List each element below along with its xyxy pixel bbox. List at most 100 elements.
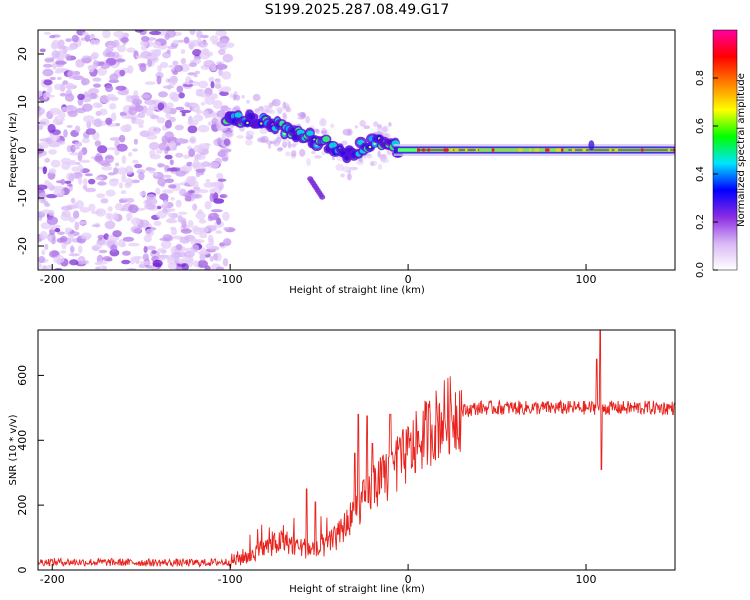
spectrogram-cell <box>160 61 169 69</box>
spectrogram-cell <box>164 131 175 141</box>
spectrogram-cell <box>465 148 468 152</box>
spectrogram-cell <box>197 40 208 48</box>
spectrogram-cell <box>44 58 54 63</box>
spectrogram-cell <box>90 53 98 60</box>
spectrogram-cell <box>306 158 311 166</box>
spectrogram-cell <box>200 247 207 255</box>
spectrogram-cell <box>80 37 86 41</box>
spectrogram-cell <box>208 212 220 221</box>
snr-y-tick-label: 400 <box>16 430 29 451</box>
spectrogram-cell <box>187 258 194 267</box>
spectrogram-cell <box>147 59 153 68</box>
spectrogram-cell <box>609 148 612 152</box>
spectrogram-cell <box>197 124 210 133</box>
spectrogram-cell <box>105 84 114 93</box>
spectrogram-cell <box>168 184 177 189</box>
spectrogram-cell <box>90 39 96 46</box>
spectrogram-cell <box>38 184 48 190</box>
spectrogram-cell <box>66 183 73 187</box>
spectrogram-cell <box>175 170 186 177</box>
spectrogram-cell <box>193 73 198 78</box>
spectrogram-cell <box>112 230 122 238</box>
spectrogram-cell <box>105 189 116 197</box>
spectrogram-cell <box>94 140 102 147</box>
spectrogram-cell <box>71 166 79 172</box>
spectrogram-cell <box>40 197 47 203</box>
spectrogram-cell <box>39 138 51 142</box>
spectrogram-cell <box>81 137 90 144</box>
spectrogram-heatmap <box>38 30 675 270</box>
spectrogram-cell <box>95 266 100 270</box>
spectrogram-cell <box>162 107 171 113</box>
spectrogram-cell <box>162 200 169 207</box>
spectrogram-cell <box>139 63 147 72</box>
spectrogram-cell <box>373 142 376 145</box>
spectrogram-cell <box>203 60 215 68</box>
spectrogram-cell <box>128 107 138 116</box>
spectrogram-cell <box>223 238 232 247</box>
spectrogram-cell <box>219 91 229 97</box>
spectrogram-cell <box>142 253 149 261</box>
spectrogram-cell <box>65 38 72 42</box>
spectrogram-cell <box>109 103 117 110</box>
spectrogram-cell <box>162 174 172 178</box>
spectrogram-cell <box>267 143 272 150</box>
spectrogram-cell <box>78 220 87 225</box>
snr-axes: -200 -100 0 100 0 200 400 600 <box>16 365 597 586</box>
spectrogram-cell <box>54 227 61 233</box>
spectrogram-cell <box>45 194 58 199</box>
spectrogram-cell <box>165 112 172 119</box>
spectrogram-cell <box>81 78 90 86</box>
spectrogram-cell <box>249 114 256 120</box>
spectrogram-cell <box>128 242 140 247</box>
spectrogram-cell <box>100 162 112 167</box>
spectrogram-cell <box>335 163 345 171</box>
spectrogram-cell <box>194 186 201 194</box>
spectrogram-cell <box>201 161 211 168</box>
spectrogram-cell <box>162 85 175 89</box>
spectrogram-cell <box>150 115 160 120</box>
spectrogram-cell <box>427 148 430 152</box>
spectrogram-cell <box>176 85 184 93</box>
spectrogram-cell <box>110 112 117 122</box>
spectrogram-cell <box>175 243 183 251</box>
spectrogram-cell <box>156 149 163 155</box>
snr-x-tick-label: -100 <box>218 573 243 586</box>
spectrogram-cell <box>217 137 222 147</box>
spectrogram-cell <box>128 152 133 157</box>
spectrogram-cell <box>183 251 195 258</box>
spectrogram-cell <box>80 232 92 240</box>
spectrogram-cell <box>132 255 143 260</box>
spectrogram-cell <box>368 145 372 149</box>
colorbar-tick-label: 0.4 <box>695 166 706 182</box>
spectrogram-cell <box>140 94 151 99</box>
spectrogram-cell <box>568 149 675 151</box>
spectrogram-cell <box>153 172 159 177</box>
spectrogram-cell <box>364 154 368 159</box>
spectrogram-cell <box>115 123 121 127</box>
spectrogram-cell <box>534 148 540 152</box>
spectrogram-cell <box>211 93 218 100</box>
spectrogram-cell <box>354 125 359 129</box>
spectrogram-cell <box>443 148 449 152</box>
spectrogram-cell <box>215 230 223 234</box>
spectrogram-cell <box>330 123 335 128</box>
spectrogram-cell <box>187 220 194 228</box>
spectrogram-cell <box>199 233 208 239</box>
spectrogram-cell <box>224 107 232 112</box>
spectrogram-cell <box>195 173 201 178</box>
snr-y-label: SNR (10 * v/v) <box>8 414 19 485</box>
spectrogram-cell <box>193 144 204 153</box>
spectrogram-cell <box>157 205 162 210</box>
spectrogram-cell <box>318 118 327 127</box>
spectrogram-cell <box>46 94 55 98</box>
spectrogram-cell <box>63 129 68 138</box>
spectrogram-cell <box>109 137 121 141</box>
spectrogram-cell <box>220 38 229 43</box>
spectrogram-cell <box>164 154 173 160</box>
spectrogram-cell <box>54 115 59 122</box>
figure-title: S199.2025.287.08.49.G17 <box>265 2 450 18</box>
spectrogram-cell <box>128 204 139 214</box>
spectrogram-cell <box>77 93 85 101</box>
spectrogram-cell <box>449 148 454 152</box>
